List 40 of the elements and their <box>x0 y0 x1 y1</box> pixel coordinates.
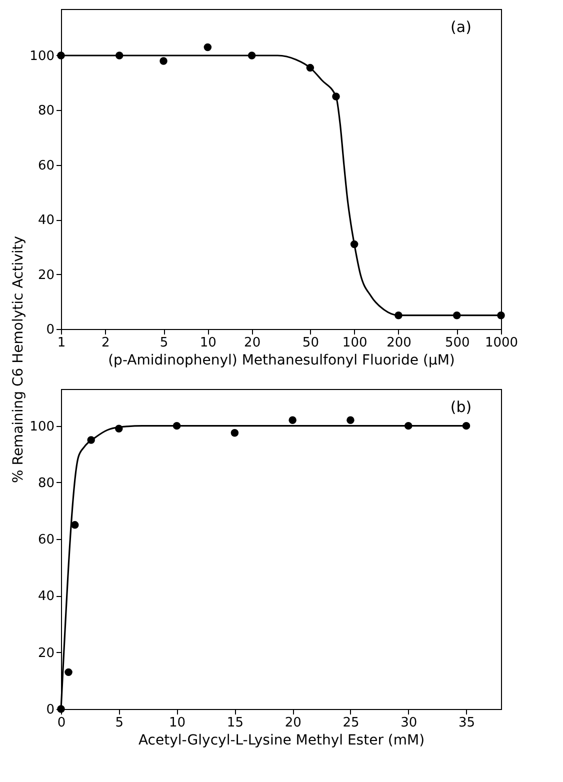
y-tick-label: 0 <box>46 322 54 338</box>
x-axis-title: Acetyl-Glycyl-L-Lysine Methyl Ester (mM) <box>138 732 425 748</box>
x-tick-label: 100 <box>342 336 368 350</box>
x-tick-label: 20 <box>284 716 302 730</box>
x-tick-label: 1 <box>57 336 66 350</box>
annotation: (a) <box>450 18 472 36</box>
point <box>64 668 72 676</box>
x-tick-label: 35 <box>458 716 476 730</box>
point <box>346 416 354 424</box>
y-tick-label: 60 <box>38 532 54 548</box>
point <box>230 429 239 437</box>
x-tick-label: 25 <box>342 716 360 730</box>
x-tick-label: 0 <box>57 716 66 730</box>
x-tick-label: 1000 <box>484 336 518 350</box>
x-tick-label: 500 <box>444 336 470 350</box>
x-tick-label: 5 <box>115 716 124 730</box>
point <box>288 416 296 424</box>
x-tick-label: 15 <box>226 716 244 730</box>
x-tick-label: 20 <box>244 336 261 350</box>
y-tick-label: 0 <box>46 702 54 718</box>
x-tick-label: 10 <box>200 336 216 350</box>
y-axis-title: % Remaining C6 Hemolytic Activity <box>10 236 27 484</box>
x-tick-label: 10 <box>169 716 186 730</box>
x-tick-label: 50 <box>302 336 319 350</box>
x-tick-label: 200 <box>386 336 412 350</box>
y-tick-label: 60 <box>38 158 54 174</box>
x-axis-title: (p-Amidinophenyl) Methanesulfonyl Fluoride (μM) <box>108 352 455 368</box>
annotation: (b) <box>450 398 472 416</box>
point <box>71 521 79 529</box>
x-tick-label: 2 <box>102 336 110 350</box>
y-tick-label: 40 <box>38 213 54 228</box>
y-tick-label: 80 <box>38 476 54 491</box>
y-tick-label: 80 <box>38 104 54 119</box>
y-tick-label: 20 <box>38 646 54 661</box>
y-tick-label: 40 <box>38 589 54 604</box>
y-tick-label: 100 <box>30 419 54 434</box>
y-tick-label: 100 <box>30 48 54 64</box>
y-tick-label: 20 <box>38 268 54 283</box>
x-tick-label: 30 <box>400 716 418 730</box>
x-tick-label: 5 <box>160 336 168 350</box>
